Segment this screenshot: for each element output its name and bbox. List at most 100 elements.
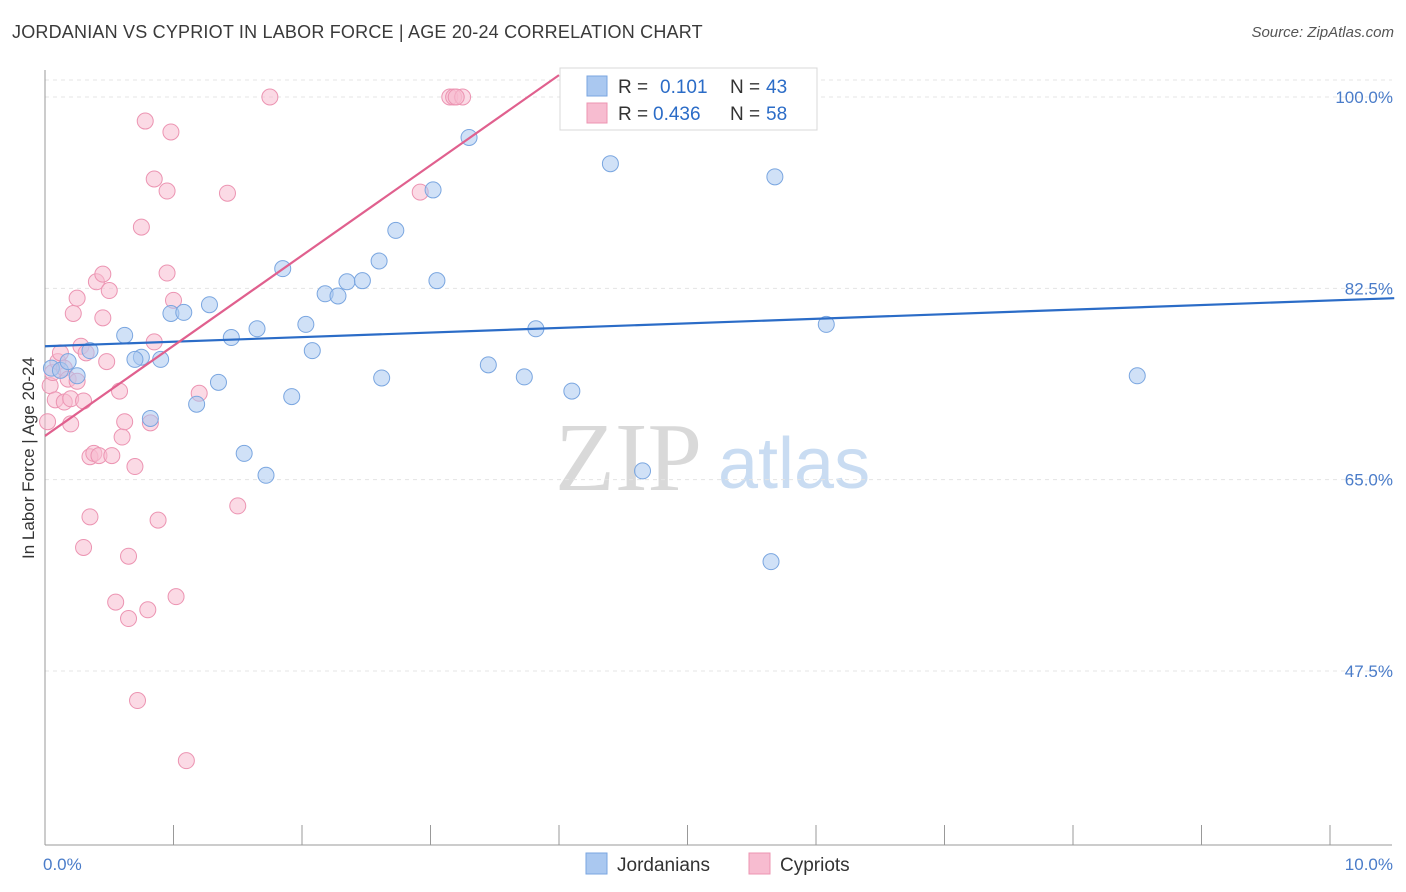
jordanian-point-42	[126, 350, 144, 368]
jordanian-point-32	[515, 368, 533, 386]
cypriot-point-30	[113, 428, 131, 446]
jordanian-point-18	[283, 388, 301, 406]
jordanian-point-41	[188, 395, 206, 413]
bottom-swatch-jordanians	[585, 852, 608, 875]
jordanian-point-20	[303, 342, 321, 360]
cypriot-point-42	[149, 511, 167, 529]
jordanian-point-14	[235, 444, 253, 462]
cypriot-point-32	[120, 610, 138, 628]
cypriot-trend-line	[44, 74, 560, 437]
cypriot-point-45	[162, 123, 180, 141]
legend-swatch-jordanians	[586, 75, 608, 97]
legend-r-label-2: R =	[618, 104, 648, 125]
jordanian-point-11	[200, 296, 218, 314]
jordanian-point-19	[297, 315, 315, 333]
y-tick-label-1: 65.0%	[1345, 471, 1393, 490]
jordanian-point-10	[175, 303, 193, 321]
cypriot-point-26	[100, 282, 118, 300]
cypriot-point-47	[167, 588, 185, 606]
bottom-legend-jordanians: Jordanians	[617, 855, 710, 876]
cypriot-point-40	[145, 170, 163, 188]
watermark-atlas: atlas	[718, 424, 870, 504]
cypriot-point-23	[94, 265, 112, 283]
jordanian-trend-line	[44, 297, 1395, 348]
jordanian-point-12	[209, 373, 227, 391]
jordanian-point-23	[338, 273, 356, 291]
jordanian-point-28	[424, 181, 442, 199]
cypriot-point-52	[261, 88, 279, 106]
y-tick-label-3: 100.0%	[1335, 88, 1393, 107]
cypriot-point-43	[158, 182, 176, 200]
jordanian-point-24	[353, 272, 371, 290]
cypriot-point-34	[126, 458, 144, 476]
chart-title: JORDANIAN VS CYPRIOT IN LABOR FORCE | AG…	[12, 22, 703, 42]
jordanian-point-37	[762, 553, 780, 571]
y-axis-title: In Labor Force | Age 20-24	[19, 357, 38, 559]
jordanian-point-16	[257, 466, 275, 484]
y-tick-label-0: 47.5%	[1345, 662, 1393, 681]
trend-lines	[44, 74, 1395, 437]
jordanian-point-22	[329, 287, 347, 305]
jordanian-point-4	[81, 342, 99, 360]
jordanian-point-5	[116, 326, 134, 344]
cypriot-point-27	[103, 447, 121, 465]
cypriot-point-33	[120, 547, 138, 565]
source-label: Source: ZipAtlas.com	[1251, 24, 1394, 41]
bottom-legend-cypriots: Cypriots	[780, 855, 850, 876]
jordanian-point-8	[141, 409, 159, 427]
x-tick-label-min: 0.0%	[43, 855, 82, 874]
jordanian-point-3	[68, 367, 86, 385]
cypriot-point-57	[447, 88, 465, 106]
legend-r-value-2: 0.436	[653, 104, 701, 125]
cypriot-point-11	[64, 304, 82, 322]
cypriot-point-37	[136, 112, 154, 130]
jordanian-point-36	[634, 462, 652, 480]
jordanian-point-31	[479, 356, 497, 374]
jordanian-point-26	[373, 369, 391, 387]
cypriot-point-48	[177, 752, 195, 770]
y-tick-label-2: 82.5%	[1345, 279, 1393, 298]
legend-n-label-1: N =	[730, 77, 760, 98]
jordanian-point-39	[817, 315, 835, 333]
jordanian-point-38	[766, 168, 784, 186]
cypriot-point-28	[107, 593, 125, 611]
cypriot-point-50	[218, 184, 236, 202]
legend-n-value-1: 43	[766, 77, 787, 98]
cypriot-point-16	[75, 538, 93, 556]
axes	[44, 70, 1392, 846]
cypriot-point-0	[39, 413, 57, 431]
stats-legend: R = 0.101 N = 43 R = 0.436 N = 58	[559, 67, 818, 131]
jordanian-point-27	[387, 221, 405, 239]
cypriot-point-35	[129, 692, 147, 710]
cypriot-point-29	[111, 382, 129, 400]
cypriot-point-36	[132, 218, 150, 236]
cypriot-point-31	[116, 413, 134, 431]
cypriot-points	[39, 88, 472, 770]
jordanian-point-15	[248, 320, 266, 338]
cypriot-point-19	[81, 508, 99, 526]
legend-r-label-1: R =	[618, 77, 648, 98]
tick-labels: 47.5% 65.0% 82.5% 100.0% 0.0% 10.0%	[43, 88, 1393, 874]
jordanian-point-2	[59, 353, 77, 371]
series-legend: Jordanians Cypriots	[585, 852, 850, 876]
cypriot-point-15	[75, 392, 93, 410]
legend-n-value-2: 58	[766, 104, 787, 125]
jordanian-point-25	[370, 252, 388, 270]
grid-lines	[45, 79, 1392, 672]
jordanian-point-34	[563, 382, 581, 400]
cypriot-point-51	[229, 497, 247, 515]
legend-swatch-cypriots	[586, 102, 608, 124]
jordanian-point-13	[222, 329, 240, 347]
cypriot-point-13	[68, 289, 86, 307]
legend-r-value-1: 0.101	[660, 77, 708, 98]
cypriot-point-25	[98, 353, 116, 371]
x-tick-label-max: 10.0%	[1345, 855, 1393, 874]
cypriot-point-38	[139, 601, 157, 619]
watermark-zip: ZIP	[555, 404, 702, 512]
jordanian-point-40	[1128, 367, 1146, 385]
bottom-swatch-cypriots	[748, 852, 771, 875]
cypriot-point-24	[94, 309, 112, 327]
cypriot-point-44	[158, 264, 176, 282]
jordanian-point-29	[428, 272, 446, 290]
